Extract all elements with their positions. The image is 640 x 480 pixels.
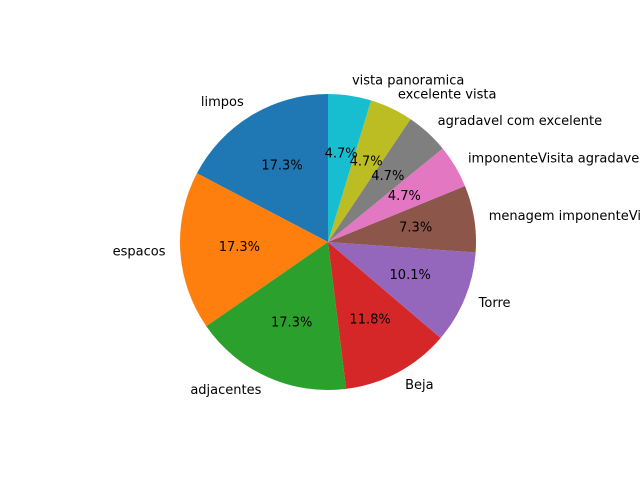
category-label: limpos [201, 95, 244, 110]
percent-labels: 17.3%17.3%17.3% 11.8%10.1%7.3%4.7%4.7%4.7… [219, 147, 432, 331]
category-labels: limpos espacos adjacentes Beja Torre menagem … [113, 73, 640, 398]
percent-label: 11.8% [349, 313, 390, 328]
pie-slice [206, 242, 347, 391]
category-label: agradavel com excelente [438, 114, 602, 129]
pie-slice [196, 93, 328, 242]
category-label: Beja [405, 378, 434, 393]
percent-label: 4.7% [371, 169, 404, 184]
percent-label: 4.7% [325, 147, 358, 162]
pie-slice [328, 148, 465, 242]
category-label: espacos [113, 244, 166, 259]
percent-label: 17.3% [219, 240, 260, 255]
pie-slices [179, 93, 477, 391]
percent-label: 4.7% [388, 189, 421, 204]
percent-label: 17.3% [271, 316, 312, 331]
percent-label: 7.3% [399, 220, 432, 235]
pie-slice [328, 242, 441, 389]
pie-slice [328, 94, 372, 242]
category-label: vista panoramica [352, 73, 464, 88]
pie-slice [328, 242, 476, 339]
pie-slice [328, 100, 411, 242]
category-label: adjacentes [190, 383, 261, 398]
percent-label: 17.3% [261, 159, 302, 174]
category-label: menagem imponenteVisita [489, 209, 640, 224]
pie-slice [328, 119, 443, 242]
pie-slice [328, 185, 477, 253]
category-label: excelente vista [398, 87, 497, 102]
percent-label: 4.7% [350, 154, 383, 169]
category-label: Torre [478, 296, 511, 311]
pie-slice [179, 173, 328, 327]
percent-label: 10.1% [390, 268, 431, 283]
category-label: imponenteVisita agradavel [468, 151, 640, 166]
